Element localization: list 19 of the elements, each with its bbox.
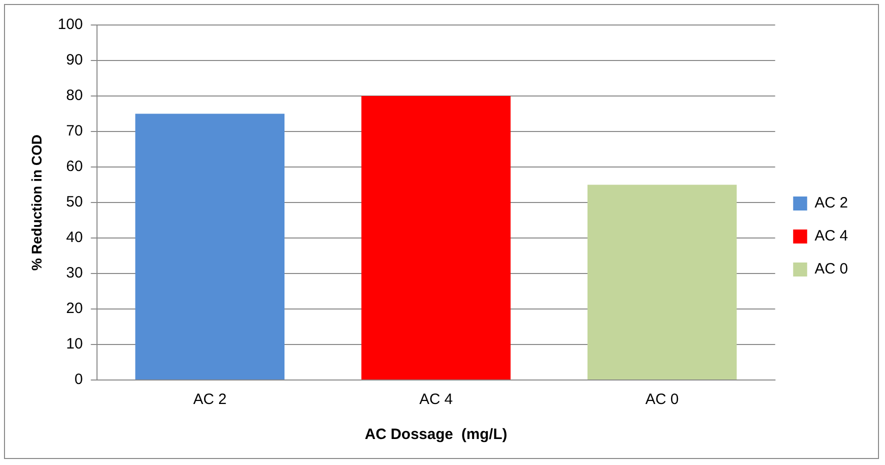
x-tick-label: AC 2 — [193, 391, 227, 408]
y-tick-label: 10 — [66, 336, 83, 353]
y-tick-label: 50 — [66, 194, 83, 211]
x-axis-title: AC Dossage (mg/L) — [364, 426, 508, 444]
y-tick-label: 60 — [66, 158, 83, 176]
y-tick-label: 0 — [74, 371, 83, 388]
x-tick-label: AC 0 — [645, 391, 679, 408]
y-axis-title: % Reduction in COD — [28, 134, 44, 271]
y-tick-label: 70 — [66, 122, 83, 140]
y-tick-label: 20 — [66, 300, 83, 318]
y-tick-label: 40 — [66, 229, 83, 246]
y-tick-label: 100 — [58, 16, 83, 34]
x-tick-label: AC 4 — [419, 391, 453, 408]
y-tick-label: 90 — [66, 52, 83, 69]
legend-label: AC 0 — [814, 260, 848, 278]
y-tick-label: 80 — [66, 87, 83, 104]
legend-label: AC 2 — [814, 194, 848, 212]
y-tick-label: 30 — [66, 264, 83, 282]
legend-label: AC 4 — [814, 228, 848, 245]
